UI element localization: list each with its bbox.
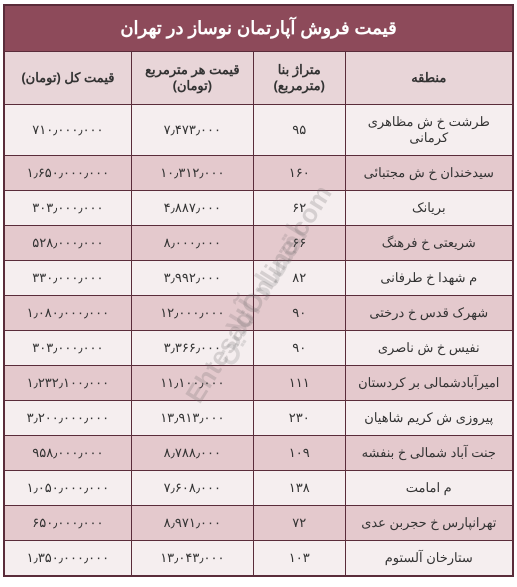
col-header-total: قیمت کل (تومان) — [4, 52, 131, 105]
cell-area: ۱۰۳ — [253, 541, 345, 577]
cell-region: طرشت خ ش مظاهری کرمانی — [345, 105, 513, 156]
cell-price_sqm: ۸٫۹۷۱٫۰۰۰ — [131, 506, 253, 541]
table-row: نفیس خ ش ناصری۹۰۳٫۳۶۶٫۰۰۰۳۰۳٫۰۰۰٫۰۰۰ — [4, 331, 513, 366]
cell-region: شهرک قدس خ درختی — [345, 296, 513, 331]
cell-area: ۹۵ — [253, 105, 345, 156]
cell-region: سیدخندان خ ش مجتبائی — [345, 156, 513, 191]
cell-total: ۳۰۳٫۰۰۰٫۰۰۰ — [4, 331, 131, 366]
cell-region: جنت آباد شمالی خ بنفشه — [345, 436, 513, 471]
cell-total: ۹۵۸٫۰۰۰٫۰۰۰ — [4, 436, 131, 471]
cell-area: ۶۲ — [253, 191, 345, 226]
table-row: شهرک قدس خ درختی۹۰۱۲٫۰۰۰٫۰۰۰۱٫۰۸۰٫۰۰۰٫۰۰… — [4, 296, 513, 331]
table-row: ستارخان آلستوم۱۰۳۱۳٫۰۴۳٫۰۰۰۱٫۳۵۰٫۰۰۰٫۰۰۰ — [4, 541, 513, 577]
cell-total: ۱٫۳۵۰٫۰۰۰٫۰۰۰ — [4, 541, 131, 577]
cell-region: ستارخان آلستوم — [345, 541, 513, 577]
table-row: سیدخندان خ ش مجتبائی۱۶۰۱۰٫۳۱۲٫۰۰۰۱٫۶۵۰٫۰… — [4, 156, 513, 191]
cell-price_sqm: ۱۰٫۳۱۲٫۰۰۰ — [131, 156, 253, 191]
table-row: امیرآبادشمالی بر کردستان۱۱۱۱۱٫۱۰۰٫۰۰۰۱٫۲… — [4, 366, 513, 401]
cell-total: ۳٫۲۰۰٫۰۰۰٫۰۰۰ — [4, 401, 131, 436]
cell-price_sqm: ۳٫۹۹۲٫۰۰۰ — [131, 261, 253, 296]
table-row: شریعتی خ فرهنگ۶۶۸٫۰۰۰٫۰۰۰۵۲۸٫۰۰۰٫۰۰۰ — [4, 226, 513, 261]
cell-region: بریانک — [345, 191, 513, 226]
cell-total: ۱٫۲۳۲٫۱۰۰٫۰۰۰ — [4, 366, 131, 401]
cell-area: ۱۰۹ — [253, 436, 345, 471]
cell-area: ۹۰ — [253, 296, 345, 331]
cell-region: شریعتی خ فرهنگ — [345, 226, 513, 261]
cell-region: تهرانپارس خ حجربن عدی — [345, 506, 513, 541]
cell-area: ۷۲ — [253, 506, 345, 541]
cell-area: ۸۲ — [253, 261, 345, 296]
cell-region: پیروزی ش کریم شاهیان — [345, 401, 513, 436]
apartment-price-table: قیمت فروش آپارتمان نوساز در تهران منطقه … — [3, 4, 514, 577]
col-header-region: منطقه — [345, 52, 513, 105]
header-row: منطقه متراژ بنا (مترمربع) قیمت هر مترمرب… — [4, 52, 513, 105]
cell-region: نفیس خ ش ناصری — [345, 331, 513, 366]
cell-total: ۳۰۳٫۰۰۰٫۰۰۰ — [4, 191, 131, 226]
table-row: م امامت۱۳۸۷٫۶۰۸٫۰۰۰۱٫۰۵۰٫۰۰۰٫۰۰۰ — [4, 471, 513, 506]
table-row: م شهدا خ طرفانی۸۲۳٫۹۹۲٫۰۰۰۳۳۰٫۰۰۰٫۰۰۰ — [4, 261, 513, 296]
cell-price_sqm: ۷٫۶۰۸٫۰۰۰ — [131, 471, 253, 506]
cell-price_sqm: ۷٫۴۷۳٫۰۰۰ — [131, 105, 253, 156]
cell-area: ۲۳۰ — [253, 401, 345, 436]
table-title: قیمت فروش آپارتمان نوساز در تهران — [4, 5, 513, 52]
cell-total: ۳۳۰٫۰۰۰٫۰۰۰ — [4, 261, 131, 296]
cell-area: ۱۱۱ — [253, 366, 345, 401]
table-row: بریانک۶۲۴٫۸۸۷٫۰۰۰۳۰۳٫۰۰۰٫۰۰۰ — [4, 191, 513, 226]
cell-region: م شهدا خ طرفانی — [345, 261, 513, 296]
cell-total: ۱٫۰۵۰٫۰۰۰٫۰۰۰ — [4, 471, 131, 506]
cell-area: ۱۳۸ — [253, 471, 345, 506]
cell-price_sqm: ۱۳٫۰۴۳٫۰۰۰ — [131, 541, 253, 577]
col-header-area: متراژ بنا (مترمربع) — [253, 52, 345, 105]
table-row: پیروزی ش کریم شاهیان۲۳۰۱۳٫۹۱۳٫۰۰۰۳٫۲۰۰٫۰… — [4, 401, 513, 436]
cell-price_sqm: ۱۱٫۱۰۰٫۰۰۰ — [131, 366, 253, 401]
table-row: تهرانپارس خ حجربن عدی۷۲۸٫۹۷۱٫۰۰۰۶۵۰٫۰۰۰٫… — [4, 506, 513, 541]
cell-total: ۵۲۸٫۰۰۰٫۰۰۰ — [4, 226, 131, 261]
cell-price_sqm: ۳٫۳۶۶٫۰۰۰ — [131, 331, 253, 366]
cell-price_sqm: ۸٫۰۰۰٫۰۰۰ — [131, 226, 253, 261]
cell-price_sqm: ۴٫۸۸۷٫۰۰۰ — [131, 191, 253, 226]
table-row: طرشت خ ش مظاهری کرمانی۹۵۷٫۴۷۳٫۰۰۰۷۱۰٫۰۰۰… — [4, 105, 513, 156]
cell-price_sqm: ۸٫۷۸۸٫۰۰۰ — [131, 436, 253, 471]
table-row: جنت آباد شمالی خ بنفشه۱۰۹۸٫۷۸۸٫۰۰۰۹۵۸٫۰۰… — [4, 436, 513, 471]
cell-total: ۷۱۰٫۰۰۰٫۰۰۰ — [4, 105, 131, 156]
cell-price_sqm: ۱۳٫۹۱۳٫۰۰۰ — [131, 401, 253, 436]
table-body: طرشت خ ش مظاهری کرمانی۹۵۷٫۴۷۳٫۰۰۰۷۱۰٫۰۰۰… — [4, 105, 513, 577]
cell-total: ۱٫۰۸۰٫۰۰۰٫۰۰۰ — [4, 296, 131, 331]
col-header-price-sqm: قیمت هر مترمربع (تومان) — [131, 52, 253, 105]
cell-total: ۱٫۶۵۰٫۰۰۰٫۰۰۰ — [4, 156, 131, 191]
cell-area: ۶۶ — [253, 226, 345, 261]
cell-region: امیرآبادشمالی بر کردستان — [345, 366, 513, 401]
cell-area: ۱۶۰ — [253, 156, 345, 191]
cell-price_sqm: ۱۲٫۰۰۰٫۰۰۰ — [131, 296, 253, 331]
cell-region: م امامت — [345, 471, 513, 506]
cell-total: ۶۵۰٫۰۰۰٫۰۰۰ — [4, 506, 131, 541]
cell-area: ۹۰ — [253, 331, 345, 366]
